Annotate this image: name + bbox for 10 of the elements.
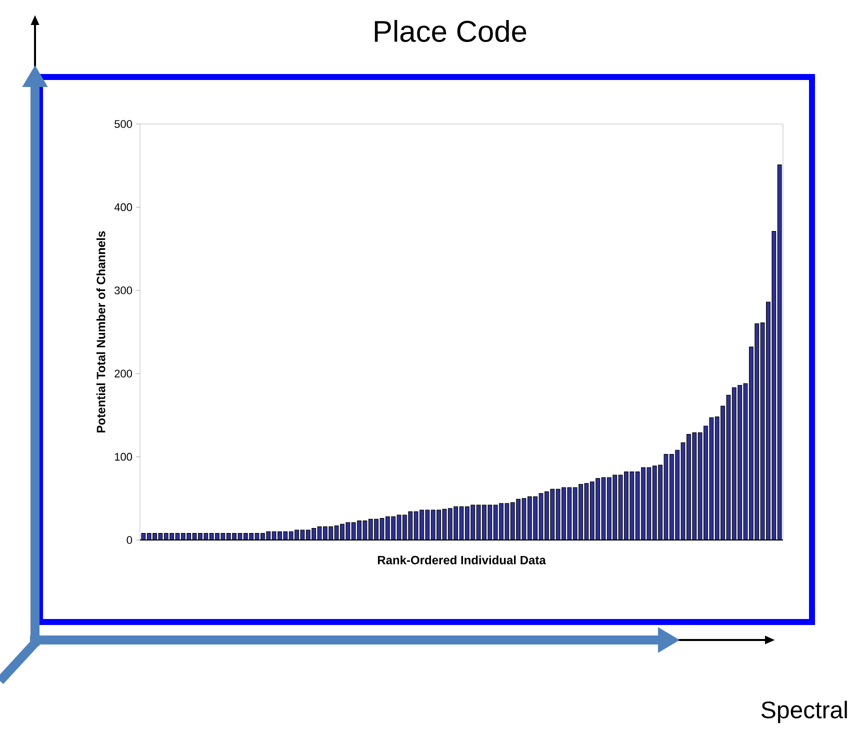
- chart-title: Place Code: [374, 20, 526, 42]
- y-tick-label: 0: [126, 536, 132, 544]
- y-tick-label: 400: [114, 203, 132, 212]
- y-tick-label: 300: [114, 286, 132, 294]
- y-tick-label: 200: [114, 370, 132, 378]
- text: Spectral: [762, 700, 847, 724]
- y-tick-label: 500: [114, 120, 132, 128]
- x-axis-title: Rank-Ordered Individual Data: [378, 556, 546, 564]
- y-axis-title: Potential Total Number of Channels: [96, 231, 106, 432]
- y-tick-label: 100: [114, 452, 132, 461]
